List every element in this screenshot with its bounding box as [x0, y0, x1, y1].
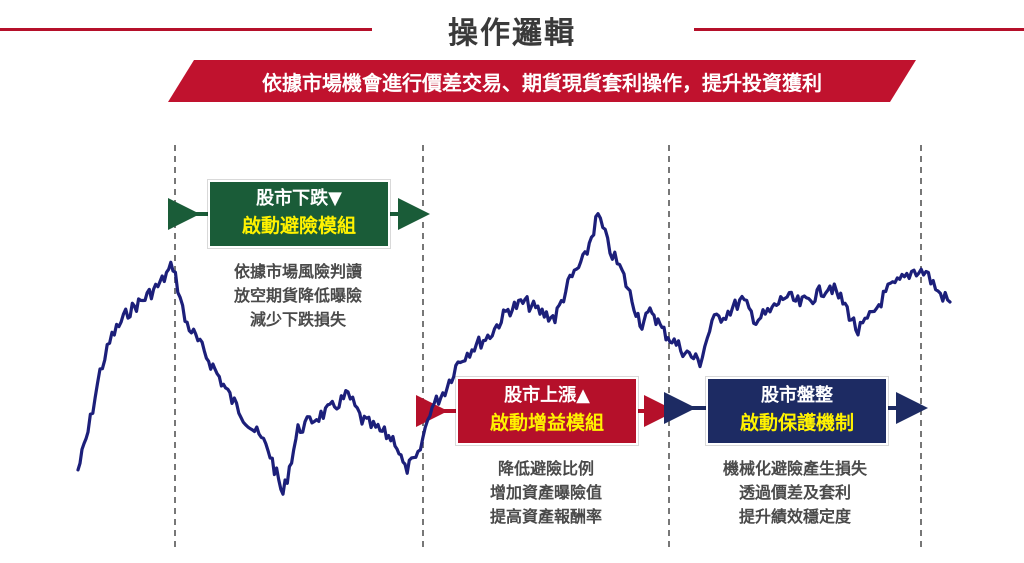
- phase-3-box: 股市盤整 啟動保護機制: [706, 377, 888, 445]
- phase-2-desc: 降低避險比例 增加資產曝險值 提高資產報酬率: [448, 457, 644, 529]
- title-rule-right: [694, 28, 1024, 31]
- page-title: 操作邏輯: [448, 16, 576, 51]
- banner: 依據市場機會進行價差交易、期貨現貨套利操作，提升投資獲利: [168, 60, 916, 102]
- phase-1-desc: 依據市場風險判讀 放空期貨降低曝險 減少下跌損失: [200, 260, 396, 332]
- phase-2-action: 啟動增益模組: [489, 412, 604, 434]
- phase-2-desc-line: 增加資產曝險值: [489, 483, 602, 502]
- phase-1-state: 股市下跌▼: [256, 188, 342, 209]
- phase-3-desc: 機械化避險產生損失 透過價差及套利 提升績效穩定度: [692, 457, 898, 529]
- phase-1-box: 股市下跌▼ 啟動避險模組: [208, 180, 390, 248]
- phase-1-desc-line: 減少下跌損失: [249, 310, 346, 329]
- phase-1-action: 啟動避險模組: [241, 215, 356, 237]
- phase-1-desc-line: 放空期貨降低曝險: [233, 286, 362, 305]
- title-rule-left: [0, 28, 372, 31]
- phase-2-desc-line: 降低避險比例: [497, 459, 594, 478]
- phase-1-desc-line: 依據市場風險判讀: [233, 262, 362, 281]
- phase-3-state: 股市盤整: [761, 385, 833, 406]
- price-line: [76, 212, 952, 496]
- phase-3-desc-line: 提升績效穩定度: [738, 507, 851, 526]
- phase-3-desc-line: 機械化避險產生損失: [722, 459, 867, 478]
- phase-2-state: 股市上漲▲: [504, 385, 590, 406]
- phase-2-box: 股市上漲▲ 啟動增益模組: [456, 377, 638, 445]
- phase-3-action: 啟動保護機制: [739, 412, 854, 434]
- phase-2-desc-line: 提高資產報酬率: [489, 507, 602, 526]
- phase-3-desc-line: 透過價差及套利: [738, 483, 851, 502]
